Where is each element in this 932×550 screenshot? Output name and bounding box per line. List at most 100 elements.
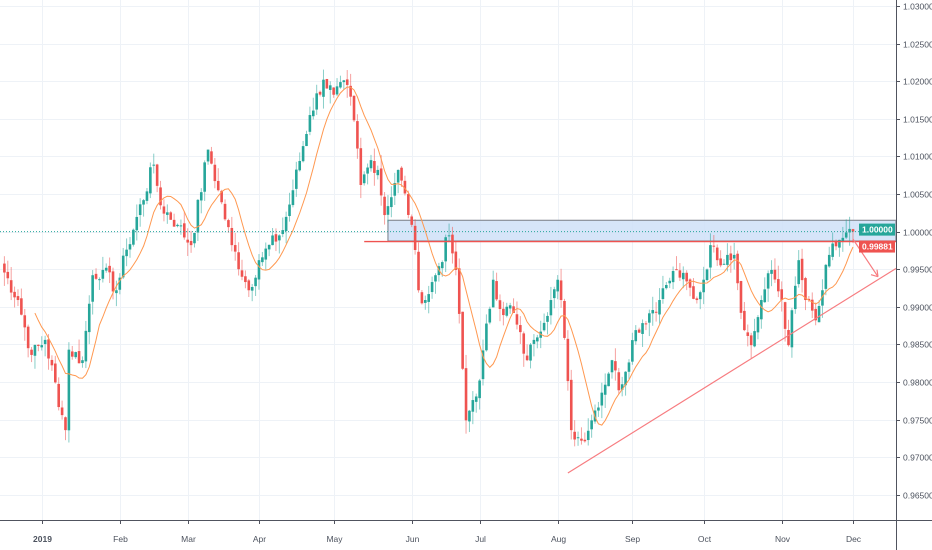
candle-body [94,273,98,279]
candle [223,199,227,221]
candle [50,355,54,371]
candle [563,298,566,340]
candle [247,278,251,297]
candle [213,158,217,189]
candle-body [549,300,553,316]
candle [84,320,88,369]
candle [807,295,811,303]
candle-body [393,182,397,196]
candle-body [352,95,356,121]
candle-body [403,180,407,194]
candle-body [590,420,593,430]
candle-body [753,331,756,347]
candle [546,312,549,335]
candle [26,324,30,358]
price-tick-label: 0.99500 [903,265,932,275]
candle [804,276,807,311]
candle-body [563,300,566,338]
candle [33,344,37,369]
candle [722,259,726,265]
candle-body [250,287,254,291]
price-label: 0.99881 [862,242,893,252]
candle [715,244,719,266]
candle-body [3,263,6,273]
candle [498,294,502,322]
candle-body [485,323,488,351]
time-axis[interactable]: 2019 Feb Mar Apr May Jun Jul Aug Sep Oct Nov Dec [33,520,862,544]
candle-body [193,232,196,244]
candle-body [614,361,617,371]
candle [417,242,420,293]
candle [186,228,189,257]
candle [542,313,546,332]
candle [471,391,475,425]
candle [332,87,335,98]
candle-body [396,169,400,183]
candle [196,199,200,242]
candle-body [586,430,590,441]
candle-body [301,146,305,162]
candle-body [427,294,430,302]
candle [420,290,424,305]
candle-body [566,338,570,382]
price-tick-label: 0.97500 [903,416,932,426]
candle-body [556,279,559,292]
candle [407,190,410,219]
candle [121,247,125,280]
candle [379,155,383,206]
candle [681,266,685,289]
grid [0,0,896,520]
candle-body [6,271,10,279]
candle [115,280,118,307]
candle [770,260,773,287]
candle-body [325,78,329,89]
candle [91,270,94,315]
candle-body [216,180,220,191]
candle [30,346,33,363]
candle-body [132,229,135,245]
candle [138,198,142,227]
candle-body [295,169,298,189]
candle [244,270,247,289]
candle [356,114,359,159]
candle-body [688,279,692,288]
candle [502,301,505,326]
candle [444,234,447,273]
candle [688,278,692,297]
candle-body [318,91,322,95]
candle-body [390,197,393,208]
candle [651,296,655,326]
candle [793,276,797,314]
candle-body [172,219,176,227]
candle [54,355,57,384]
candle [413,219,417,255]
time-tick-label: Mar [181,534,196,544]
candle-body [23,315,27,328]
candle [125,238,128,267]
price-axis[interactable]: 1.03000 1.02500 1.02000 1.01500 1.01000 1.005… [896,2,932,501]
candle-body [573,431,576,440]
candle-body [379,168,383,196]
moving-average-line [34,86,854,426]
candle-body [47,339,50,359]
candle [665,281,668,290]
candle [189,230,193,253]
candle [569,369,573,440]
candle [620,376,624,397]
candle [172,213,176,227]
candle [529,343,532,369]
candle [369,154,373,172]
candle-body [505,306,509,316]
candle-body [108,265,111,273]
candle-body [430,282,434,293]
candle [519,316,522,344]
candle [142,198,145,217]
candle [250,283,254,302]
candle [74,351,77,359]
candle [671,266,675,290]
candle [366,163,369,185]
price-label-bg [859,223,895,236]
candle [81,356,84,368]
candle [325,78,329,89]
